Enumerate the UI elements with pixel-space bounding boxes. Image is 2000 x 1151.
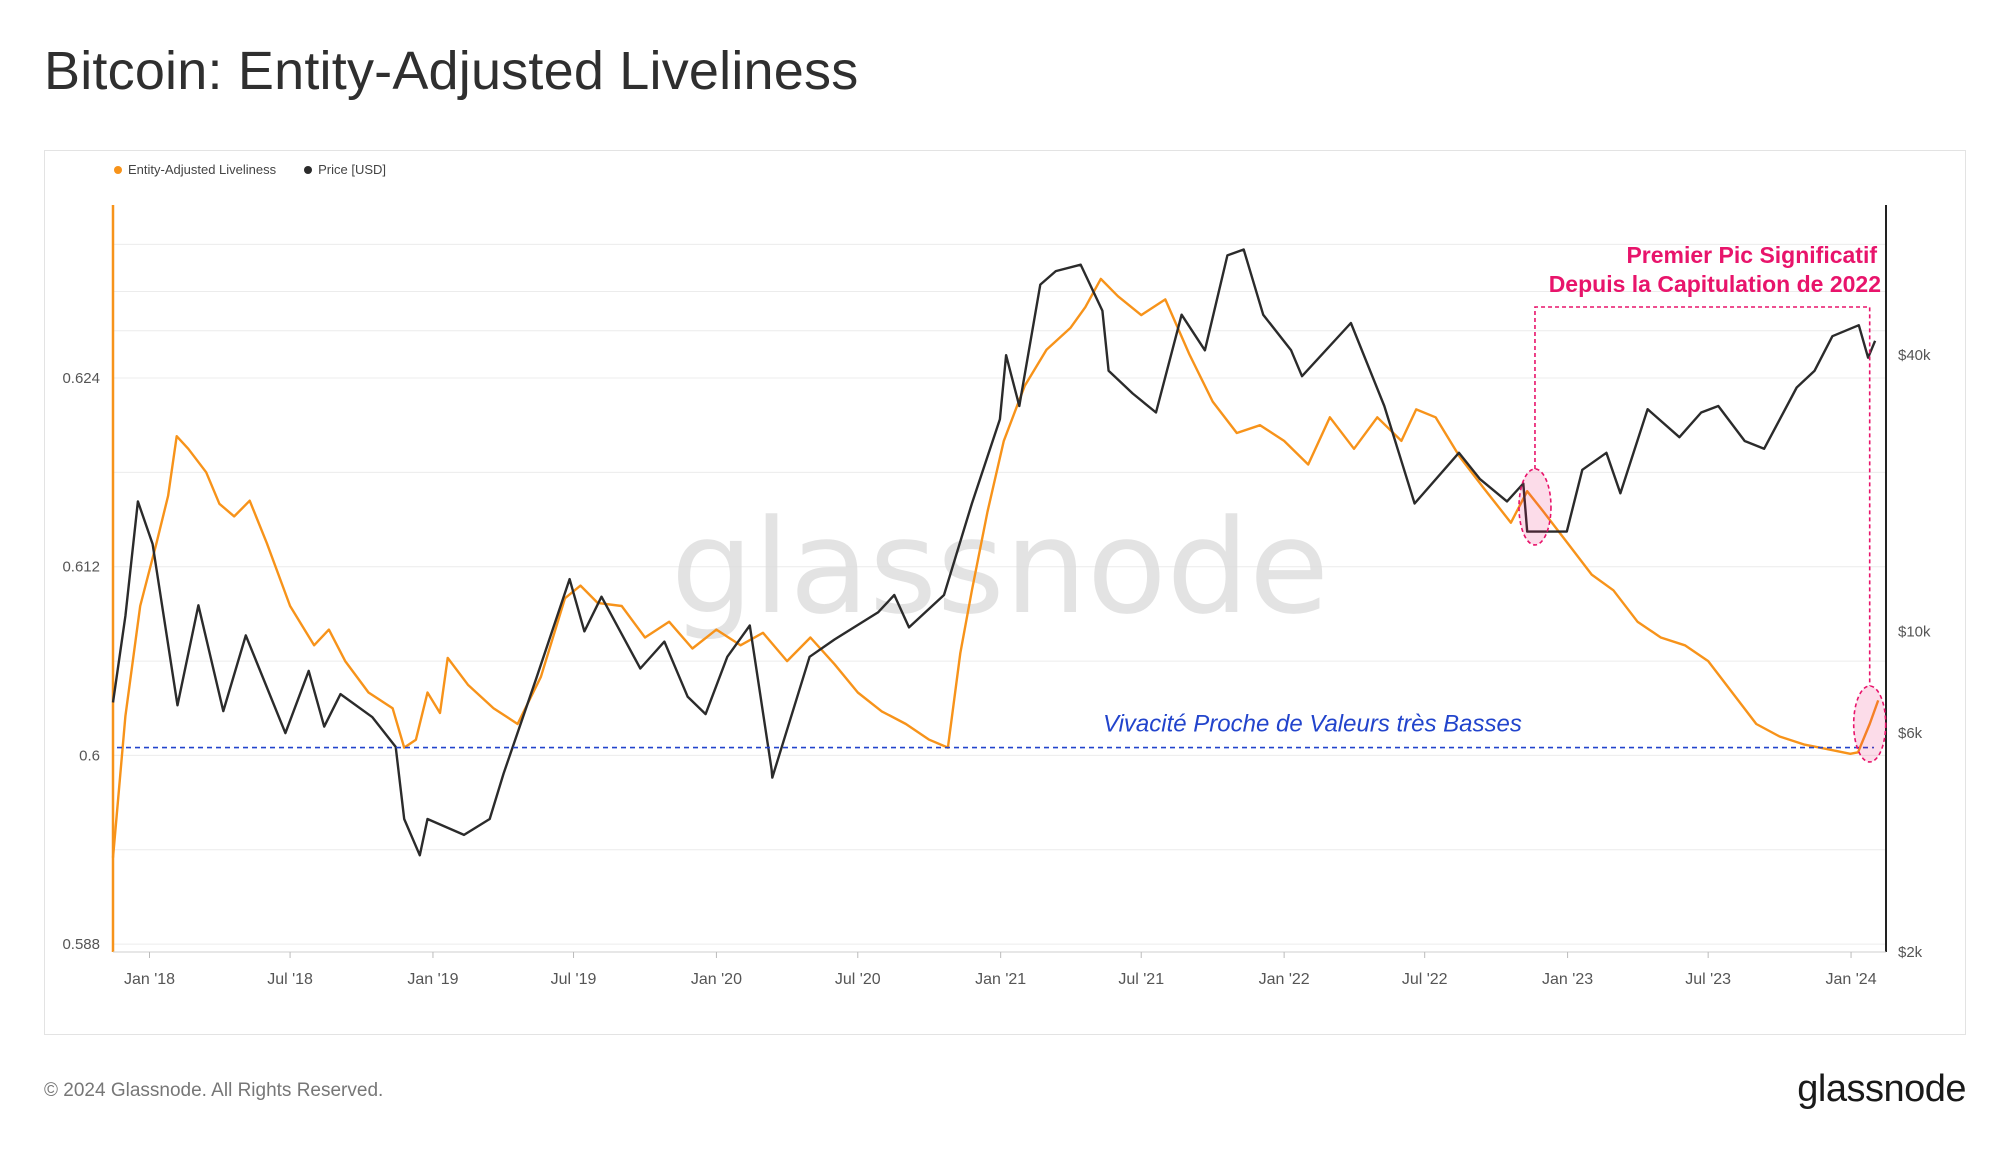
x-tick-label-8: Jan '22	[1259, 971, 1310, 988]
y-left-tick-label-3: 0.588	[62, 936, 100, 953]
x-tick-label-3: Jul '19	[551, 971, 597, 988]
y-right-tick-label-0: $40k	[1898, 347, 1931, 364]
x-tick-label-9: Jul '22	[1402, 971, 1448, 988]
y-right-tick-label-2: $6k	[1898, 725, 1923, 742]
y-left-tick-label-0: 0.624	[62, 370, 100, 387]
legend-label-price: Price [USD]	[318, 162, 387, 177]
page-title: Bitcoin: Entity-Adjusted Liveliness	[44, 41, 859, 101]
copyright-text: © 2024 Glassnode. All Rights Reserved.	[44, 1080, 384, 1101]
watermark-text: glassnode	[671, 491, 1329, 643]
x-tick-label-1: Jul '18	[267, 971, 313, 988]
y-right-tick-label-1: $10k	[1898, 623, 1931, 640]
x-tick-label-12: Jan '24	[1826, 971, 1877, 988]
x-tick-label-11: Jul '23	[1685, 971, 1731, 988]
x-tick-label-7: Jul '21	[1118, 971, 1164, 988]
x-tick-label-4: Jan '20	[691, 971, 742, 988]
x-tick-label-6: Jan '21	[975, 971, 1026, 988]
peak-annotation-line-2: Depuis la Capitulation de 2022	[1549, 271, 1881, 297]
y-right-tick-label-3: $2k	[1898, 944, 1923, 961]
highlight-ellipse-2024	[1852, 685, 1887, 763]
legend-item-liveliness[interactable]: Entity-Adjusted Liveliness	[114, 162, 276, 177]
x-tick-label-2: Jan '19	[407, 971, 458, 988]
chart-frame	[44, 150, 1966, 1035]
x-tick-label-0: Jan '18	[124, 971, 175, 988]
legend-swatch-price	[304, 165, 313, 174]
series-line-price	[111, 248, 1877, 857]
peak-annotation-line-1: Premier Pic Significatif	[1626, 242, 1877, 268]
x-tick-label-10: Jan '23	[1542, 971, 1593, 988]
legend-item-price[interactable]: Price [USD]	[304, 162, 386, 177]
chart-legend: Entity-Adjusted Liveliness Price [USD]	[114, 162, 386, 177]
x-tick-label-5: Jul '20	[835, 971, 881, 988]
baseline-annotation-text: Vivacité Proche de Valeurs très Basses	[1103, 711, 1522, 738]
y-left-tick-label-2: 0.6	[79, 747, 100, 764]
glassnode-logo: glassnode	[1797, 1068, 1966, 1110]
y-left-tick-label-1: 0.612	[62, 559, 100, 576]
legend-label-liveliness: Entity-Adjusted Liveliness	[128, 162, 277, 177]
highlight-bracket	[1534, 306, 1871, 686]
series-line-liveliness	[111, 277, 1880, 858]
highlight-ellipse-2022	[1518, 468, 1552, 546]
legend-swatch-liveliness	[114, 165, 122, 174]
